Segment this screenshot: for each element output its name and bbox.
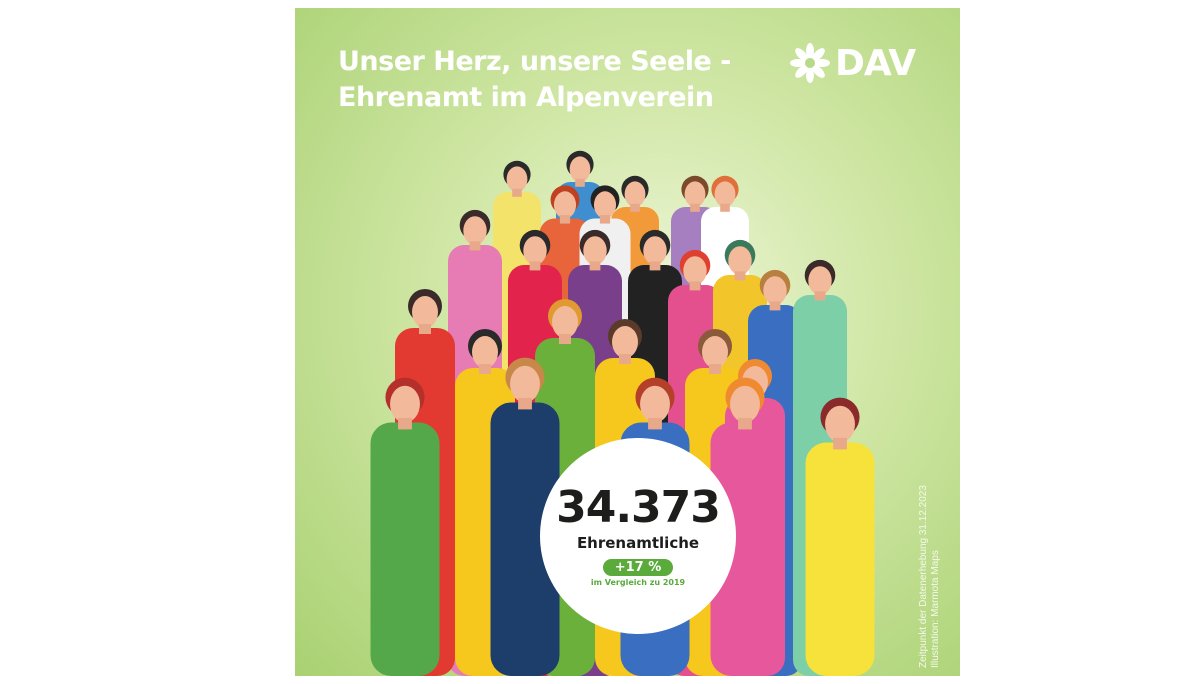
data-date-note: Zeitpunkt der Datenerhebung 31.12.2023 xyxy=(918,485,929,668)
person-figure xyxy=(805,397,875,676)
logo-text: DAV xyxy=(835,42,916,84)
stat-circle: 34.373 Ehrenamtliche +17 % im Vergleich … xyxy=(540,438,736,634)
illustration-credit: Illustration: Marmota Maps xyxy=(930,550,941,668)
volunteer-count: 34.373 xyxy=(556,482,721,533)
change-badge: +17 % xyxy=(602,559,674,576)
volunteer-label: Ehrenamtliche xyxy=(576,534,700,552)
person-figure xyxy=(710,377,780,676)
edelweiss-icon xyxy=(790,43,830,83)
title-line-1: Unser Herz, unsere Seele - xyxy=(338,46,731,77)
credits: Zeitpunkt der Datenerhebung 31.12.2023 I… xyxy=(918,485,942,668)
dav-logo: DAV xyxy=(789,42,916,84)
person-figure xyxy=(370,377,440,676)
poster-title: Unser Herz, unsere Seele - Ehrenamt im A… xyxy=(338,44,731,116)
comparison-text: im Vergleich zu 2019 xyxy=(590,578,686,587)
title-line-2: Ehrenamt im Alpenverein xyxy=(338,82,714,113)
infographic-poster: Unser Herz, unsere Seele - Ehrenamt im A… xyxy=(295,8,960,676)
person-figure xyxy=(490,357,560,676)
